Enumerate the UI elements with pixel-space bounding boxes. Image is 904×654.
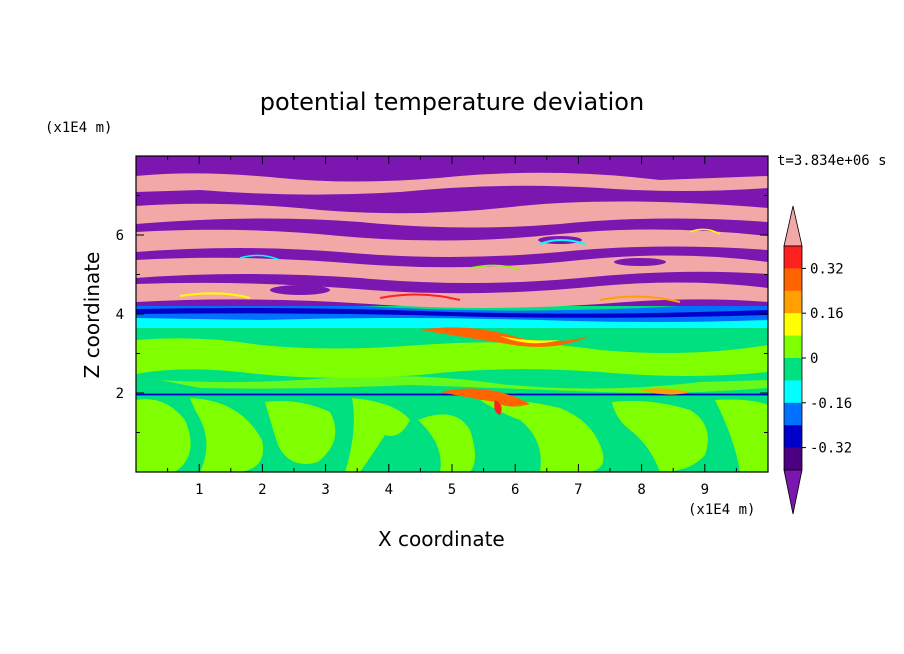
field-streak [440, 388, 530, 407]
field-layer [136, 172, 768, 195]
colorbar-label: 0.16 [810, 306, 844, 322]
field-streak [640, 388, 690, 395]
colorbar-band [784, 402, 802, 426]
field-layer [136, 229, 768, 257]
field-streak [500, 336, 560, 344]
field-streak [599, 295, 681, 303]
colorbar-band [784, 447, 802, 471]
colorbar-band [784, 313, 802, 337]
field-streak [539, 239, 586, 245]
time-label: t=3.834e+06 s [777, 153, 887, 169]
x-tick-label: 7 [574, 482, 582, 498]
x-tick-label: 4 [385, 482, 393, 498]
colorbar-band [784, 268, 802, 292]
x-axis-unit: (x1E4 m) [688, 502, 756, 518]
x-axis: 1 2 3 4 5 6 7 8 9 [167, 156, 737, 498]
colorbar-label: 0 [810, 351, 818, 367]
x-tick-label: 6 [511, 482, 519, 498]
field-cell [612, 401, 708, 472]
field-cell [480, 399, 604, 472]
field-layer [136, 338, 768, 378]
colorbar-label: -0.16 [810, 396, 852, 412]
field-layer [136, 308, 768, 318]
y-tick-label: 2 [116, 386, 124, 402]
x-tick-label: 2 [258, 482, 266, 498]
colorbar-band [784, 358, 802, 381]
x-tick-label: 5 [448, 482, 456, 498]
field-line [136, 394, 768, 395]
colorbar-band [784, 246, 802, 269]
y-tick-label: 4 [116, 307, 124, 323]
y-axis: 2 4 6 [116, 195, 768, 433]
field-layer [136, 318, 768, 328]
x-axis-label: X coordinate [378, 527, 505, 551]
contour-field [136, 156, 768, 472]
field-blob [614, 258, 666, 266]
field-blob [270, 285, 330, 295]
field-cell [190, 398, 264, 472]
field-cell [265, 401, 336, 464]
x-tick-label: 1 [195, 482, 203, 498]
colorbar-under-triangle [783, 469, 803, 515]
colorbar-band [784, 335, 802, 359]
field-layer [160, 376, 768, 393]
x-tick-label: 3 [321, 482, 329, 498]
field-layer [136, 201, 768, 228]
field-streak [239, 254, 281, 261]
x-tick-label: 9 [701, 482, 709, 498]
field-layer [136, 255, 768, 283]
colorbar-band [784, 380, 802, 404]
field-cell [136, 399, 191, 472]
colorbar-label: 0.32 [810, 261, 844, 277]
y-tick-label: 6 [116, 228, 124, 244]
colorbar-label: -0.32 [810, 441, 852, 457]
chart-title: potential temperature deviation [259, 88, 645, 116]
z-axis-unit: (x1E4 m) [45, 120, 113, 136]
colorbar-over-triangle [783, 205, 803, 247]
field-cell [418, 414, 475, 472]
colorbar-band [784, 290, 802, 314]
field-cell [345, 398, 410, 472]
field-streak [689, 228, 721, 235]
field-streak [179, 292, 251, 299]
field-streak [379, 293, 461, 301]
field-cell [715, 399, 768, 472]
x-tick-label: 8 [637, 482, 645, 498]
field-streak [494, 400, 502, 415]
colorbar: 0.32 0.16 0 -0.16 -0.32 [783, 205, 852, 515]
colorbar-band [784, 425, 802, 449]
field-streak [469, 264, 521, 271]
